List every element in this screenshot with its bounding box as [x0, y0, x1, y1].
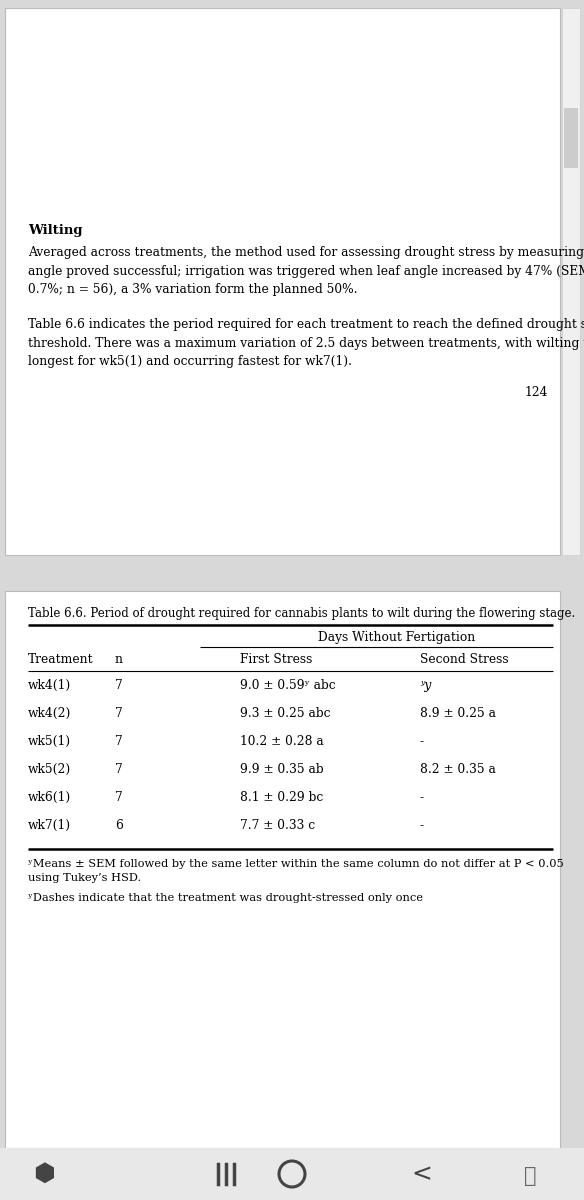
Text: 10.2 ± 0.28 a: 10.2 ± 0.28 a — [240, 734, 324, 748]
Text: Treatment: Treatment — [28, 653, 93, 666]
Text: 8.2 ± 0.35 a: 8.2 ± 0.35 a — [420, 763, 496, 776]
Text: Days Without Fertigation: Days Without Fertigation — [318, 631, 475, 644]
Text: 7: 7 — [115, 791, 123, 804]
Text: 8.1 ± 0.29 bc: 8.1 ± 0.29 bc — [240, 791, 324, 804]
Text: 8.9 ± 0.25 a: 8.9 ± 0.25 a — [420, 707, 496, 720]
Text: ʸDashes indicate that the treatment was drought-stressed only once: ʸDashes indicate that the treatment was … — [28, 893, 423, 902]
Bar — [564, 108, 578, 168]
Text: -: - — [420, 818, 424, 832]
Bar — [562, 8, 580, 554]
Text: 7: 7 — [115, 679, 123, 692]
Text: Table 6.6. Period of drought required for cannabis plants to wilt during the flo: Table 6.6. Period of drought required fo… — [28, 607, 575, 620]
Text: n: n — [115, 653, 123, 666]
Text: wk4(1): wk4(1) — [28, 679, 71, 692]
Text: Wilting: Wilting — [28, 224, 82, 236]
Text: 7: 7 — [115, 734, 123, 748]
Text: 🔏: 🔏 — [524, 1166, 536, 1186]
Text: <: < — [412, 1162, 432, 1186]
Text: 7: 7 — [115, 707, 123, 720]
Text: 9.3 ± 0.25 abc: 9.3 ± 0.25 abc — [240, 707, 331, 720]
Text: ʸMeans ± SEM followed by the same letter within the same column do not differ at: ʸMeans ± SEM followed by the same letter… — [28, 859, 564, 883]
Text: 6: 6 — [115, 818, 123, 832]
Text: wk5(2): wk5(2) — [28, 763, 71, 776]
Text: 9.0 ± 0.59ʸ abc: 9.0 ± 0.59ʸ abc — [240, 679, 336, 692]
Text: 7.7 ± 0.33 c: 7.7 ± 0.33 c — [240, 818, 315, 832]
Bar — [0, 1148, 584, 1200]
Text: 9.9 ± 0.35 ab: 9.9 ± 0.35 ab — [240, 763, 324, 776]
Text: First Stress: First Stress — [240, 653, 312, 666]
Text: ʸy: ʸy — [420, 679, 431, 692]
Text: 124: 124 — [524, 386, 548, 398]
Bar — [5, 590, 560, 1148]
Text: ⬢: ⬢ — [33, 1162, 55, 1186]
Text: Table 6.6 indicates the period required for each treatment to reach the defined : Table 6.6 indicates the period required … — [28, 318, 584, 368]
Text: -: - — [420, 791, 424, 804]
Bar — [5, 8, 560, 554]
Text: wk7(1): wk7(1) — [28, 818, 71, 832]
Text: Second Stress: Second Stress — [420, 653, 509, 666]
Text: 7: 7 — [115, 763, 123, 776]
Text: -: - — [420, 734, 424, 748]
Text: wk6(1): wk6(1) — [28, 791, 71, 804]
Text: Averaged across treatments, the method used for assessing drought stress by meas: Averaged across treatments, the method u… — [28, 246, 584, 296]
Text: wk4(2): wk4(2) — [28, 707, 71, 720]
Text: wk5(1): wk5(1) — [28, 734, 71, 748]
Bar — [0, 556, 584, 590]
